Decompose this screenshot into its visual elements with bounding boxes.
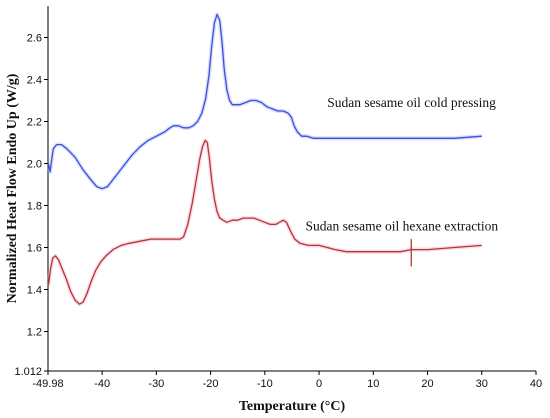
x-tick-label: -40 — [94, 378, 110, 390]
series-line-2 — [47, 139, 482, 305]
y-tick-label: 1.6 — [27, 243, 42, 255]
y-tick-label: 2.2 — [27, 117, 42, 129]
annotation-1: Sudan sesame oil cold pressing — [327, 95, 496, 110]
x-tick-label: 10 — [367, 378, 379, 390]
y-tick-label: 1.4 — [27, 285, 42, 297]
annotations: Sudan sesame oil cold pressing Sudan sesa… — [306, 95, 499, 234]
y-tick-label: 2.0 — [27, 159, 42, 171]
tick-labels: -49.98 -40 -30 -20 -10 0 10 20 30 40 1.012 1.2 1.4 1.… — [14, 33, 542, 390]
y-tick-label: 1.8 — [27, 201, 42, 213]
y-tick-label: 1.2 — [27, 327, 42, 339]
x-tick-label: 30 — [476, 378, 488, 390]
x-tick-label: -30 — [148, 378, 164, 390]
y-tick-label: 2.4 — [27, 75, 42, 87]
y-tick-label: 1.012 — [14, 366, 42, 378]
annotation-2: Sudan sesame oil hexane extraction — [306, 219, 499, 234]
x-axis-title: Temperature (°C) — [239, 399, 346, 414]
x-tick-label: 0 — [316, 378, 322, 390]
x-tick-label: 40 — [530, 378, 542, 390]
series-lines — [46, 12, 482, 307]
x-tick-label: -10 — [257, 378, 273, 390]
y-tick-label: 2.6 — [27, 33, 42, 45]
x-tick-label: -20 — [203, 378, 219, 390]
y-axis-title: Normalized Heat Flow Endo Up (W/g) — [5, 73, 20, 303]
series-line-1 — [47, 13, 482, 190]
x-tick-label: 20 — [421, 378, 433, 390]
axes — [47, 6, 536, 372]
x-tick-label: -49.98 — [32, 378, 63, 390]
